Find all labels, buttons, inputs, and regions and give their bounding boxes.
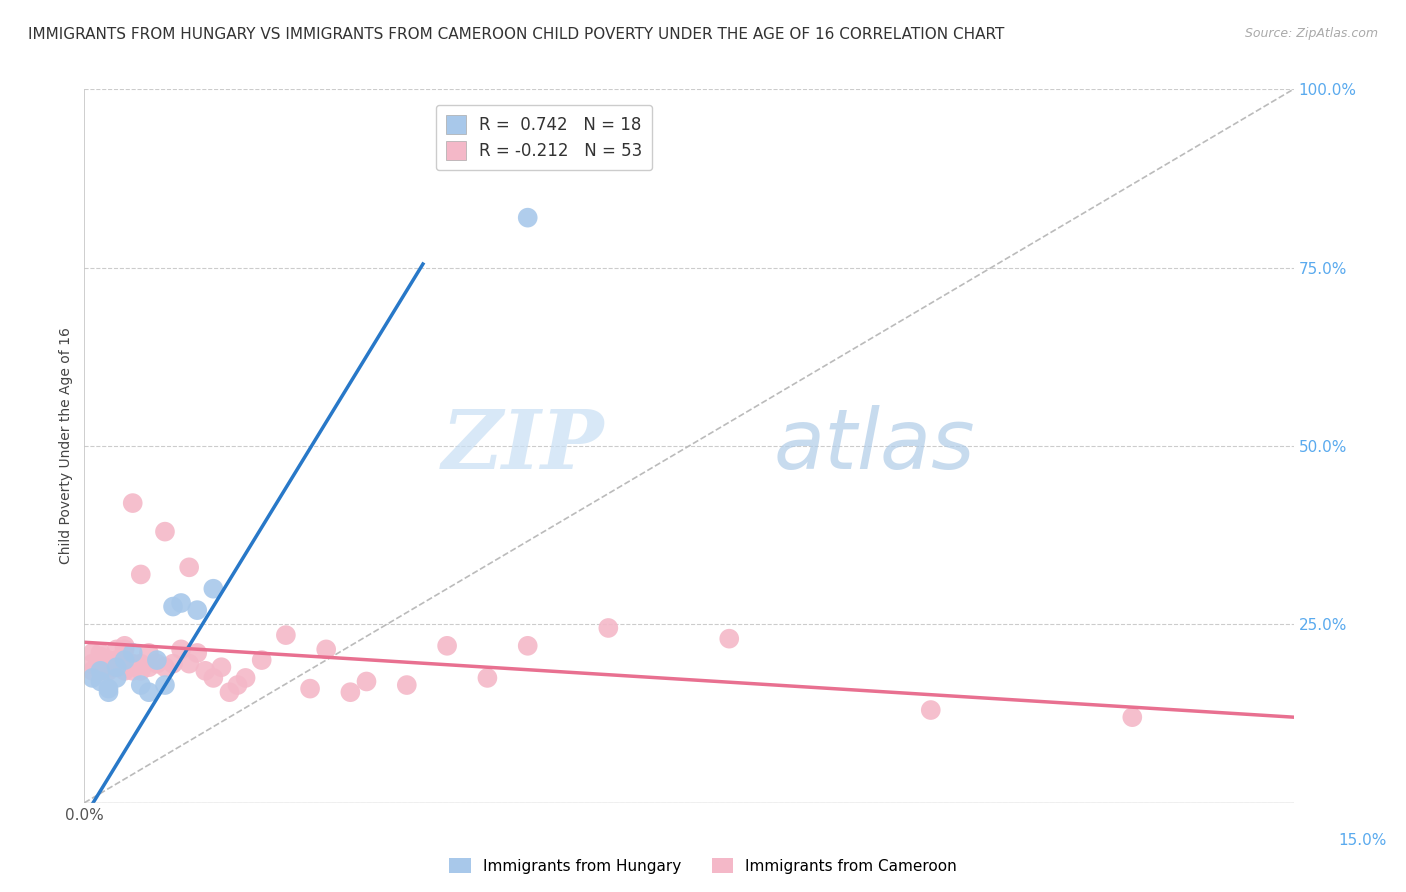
Point bbox=[105, 653, 128, 667]
Point bbox=[82, 657, 104, 671]
Point bbox=[162, 599, 184, 614]
Point bbox=[105, 660, 128, 674]
Point bbox=[89, 646, 111, 660]
Point bbox=[153, 678, 176, 692]
Point bbox=[153, 524, 176, 539]
Point bbox=[129, 664, 152, 678]
Point bbox=[477, 671, 499, 685]
Point bbox=[121, 646, 143, 660]
Point bbox=[315, 642, 337, 657]
Y-axis label: Child Poverty Under the Age of 16: Child Poverty Under the Age of 16 bbox=[59, 327, 73, 565]
Point bbox=[105, 671, 128, 685]
Point bbox=[339, 685, 361, 699]
Point bbox=[186, 646, 208, 660]
Point bbox=[202, 582, 225, 596]
Text: IMMIGRANTS FROM HUNGARY VS IMMIGRANTS FROM CAMEROON CHILD POVERTY UNDER THE AGE : IMMIGRANTS FROM HUNGARY VS IMMIGRANTS FR… bbox=[28, 27, 1004, 42]
Point bbox=[226, 678, 249, 692]
Point bbox=[218, 685, 240, 699]
Point bbox=[97, 685, 120, 699]
Point bbox=[146, 653, 169, 667]
Point bbox=[436, 639, 458, 653]
Legend: Immigrants from Hungary, Immigrants from Cameroon: Immigrants from Hungary, Immigrants from… bbox=[443, 852, 963, 880]
Point bbox=[114, 664, 136, 678]
Point bbox=[170, 642, 193, 657]
Point bbox=[129, 567, 152, 582]
Point bbox=[97, 681, 120, 696]
Point bbox=[114, 642, 136, 657]
Point bbox=[105, 660, 128, 674]
Legend: R =  0.742   N = 18, R = -0.212   N = 53: R = 0.742 N = 18, R = -0.212 N = 53 bbox=[436, 104, 652, 169]
Point bbox=[179, 657, 201, 671]
Point bbox=[114, 653, 136, 667]
Point bbox=[179, 560, 201, 574]
Point bbox=[598, 621, 620, 635]
Point bbox=[89, 664, 111, 678]
Point bbox=[356, 674, 378, 689]
Point bbox=[97, 660, 120, 674]
Point bbox=[97, 664, 120, 678]
Point bbox=[146, 657, 169, 671]
Point bbox=[209, 660, 232, 674]
Point bbox=[920, 703, 942, 717]
Point bbox=[274, 628, 297, 642]
Point bbox=[162, 657, 184, 671]
Point bbox=[129, 678, 152, 692]
Point bbox=[82, 646, 104, 660]
Point bbox=[299, 681, 322, 696]
Text: 15.0%: 15.0% bbox=[1339, 833, 1388, 848]
Point bbox=[129, 657, 152, 671]
Point bbox=[138, 685, 160, 699]
Point bbox=[250, 653, 273, 667]
Point bbox=[153, 660, 176, 674]
Point bbox=[114, 639, 136, 653]
Point bbox=[121, 496, 143, 510]
Point bbox=[516, 211, 538, 225]
Point bbox=[121, 664, 143, 678]
Point bbox=[170, 596, 193, 610]
Point bbox=[138, 660, 160, 674]
Point bbox=[121, 657, 143, 671]
Point bbox=[186, 603, 208, 617]
Point bbox=[138, 646, 160, 660]
Point bbox=[97, 657, 120, 671]
Point bbox=[82, 664, 104, 678]
Point bbox=[89, 657, 111, 671]
Point bbox=[194, 664, 217, 678]
Point bbox=[97, 653, 120, 667]
Point bbox=[516, 639, 538, 653]
Point bbox=[89, 649, 111, 664]
Point bbox=[89, 664, 111, 678]
Point bbox=[105, 642, 128, 657]
Text: Source: ZipAtlas.com: Source: ZipAtlas.com bbox=[1244, 27, 1378, 40]
Text: atlas: atlas bbox=[773, 406, 976, 486]
Point bbox=[395, 678, 418, 692]
Point bbox=[1121, 710, 1143, 724]
Point bbox=[89, 674, 111, 689]
Point bbox=[202, 671, 225, 685]
Point bbox=[235, 671, 257, 685]
Text: ZIP: ZIP bbox=[441, 406, 605, 486]
Point bbox=[718, 632, 741, 646]
Point bbox=[82, 671, 104, 685]
